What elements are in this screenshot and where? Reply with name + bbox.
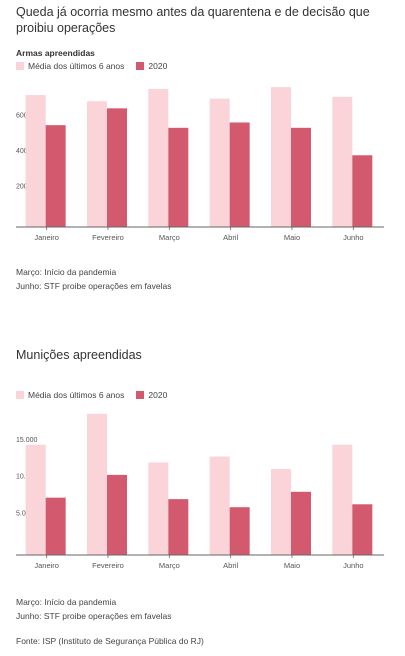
- bar-avg-março: [148, 88, 169, 227]
- y-tick-label: 600: [16, 113, 28, 120]
- bar-avg-fevereiro: [87, 101, 107, 227]
- bar-avg-janeiro: [25, 444, 46, 555]
- bar-avg-março: [148, 462, 169, 555]
- bar-avg-fevereiro: [87, 413, 107, 555]
- bar-avg-abril: [209, 98, 230, 227]
- chart2-legend: Média dos últimos 6 anos 2020: [16, 390, 179, 400]
- chart1-note-2: Junho: STF proibe operações em favelas: [16, 281, 172, 291]
- x-tick-label: Fevereiro: [92, 561, 124, 570]
- x-tick-label: Abril: [223, 561, 238, 570]
- bar-2020-junho: [352, 155, 373, 227]
- bar-2020-janeiro: [45, 497, 66, 555]
- legend-2020-swatch: [136, 62, 145, 70]
- y-tick-label: 15.000: [16, 437, 38, 444]
- chart2-plot: 5.00010.00015.000JaneiroFevereiroMarçoAb…: [16, 413, 384, 570]
- bar-2020-abril: [229, 122, 250, 227]
- chart1-plot: 200 400 600 Janeiro Fevereiro Março Abril Maio J…: [16, 87, 384, 242]
- x-tick-label: Maio: [284, 561, 300, 570]
- legend-2020-label: 2020: [148, 61, 168, 71]
- legend-2020-swatch-2: [136, 391, 145, 399]
- bar-2020-maio: [291, 491, 311, 555]
- chart2-note-2: Junho: STF proibe operações em favelas: [16, 611, 172, 621]
- x-tick-label: Junho: [343, 561, 363, 570]
- x-tick-label: Fevereiro: [92, 233, 124, 242]
- legend-avg-swatch: [16, 62, 24, 70]
- bar-2020-junho: [352, 504, 373, 555]
- legend-avg-swatch-2: [16, 391, 24, 399]
- y-tick-label: 200: [16, 184, 28, 191]
- x-tick-label: Junho: [343, 233, 363, 242]
- bar-2020-março: [168, 499, 189, 555]
- bar-avg-junho: [332, 96, 353, 227]
- chart2-title: Munições apreendidas: [16, 348, 142, 362]
- bar-2020-fevereiro: [107, 474, 127, 555]
- x-tick-label: Abril: [223, 233, 238, 242]
- bar-avg-janeiro: [25, 95, 46, 227]
- legend-avg-label-2: Média dos últimos 6 anos: [28, 390, 125, 400]
- bar-avg-abril: [209, 456, 230, 555]
- chart1-notes: Março: Início da pandemia Junho: STF pro…: [16, 265, 171, 293]
- chart2-notes: Março: Início da pandemia Junho: STF pro…: [16, 595, 171, 623]
- chart1-note-1: Março: Início da pandemia: [16, 267, 117, 277]
- headline: Queda já ocorria mesmo antes da quarente…: [16, 5, 370, 35]
- bar-avg-maio: [271, 87, 291, 227]
- bar-avg-junho: [332, 444, 353, 555]
- legend-2020-label-2: 2020: [148, 390, 168, 400]
- bar-2020-abril: [229, 507, 250, 555]
- bar-2020-janeiro: [45, 125, 66, 227]
- x-tick-label: Março: [159, 561, 180, 570]
- x-tick-label: Março: [159, 233, 180, 242]
- bar-2020-maio: [291, 127, 311, 227]
- x-tick-label: Janeiro: [34, 233, 59, 242]
- y-tick-label: 400: [16, 148, 28, 155]
- x-tick-label: Janeiro: [34, 561, 59, 570]
- legend-avg-label: Média dos últimos 6 anos: [28, 61, 125, 71]
- bar-2020-fevereiro: [107, 108, 127, 227]
- chart2-note-1: Março: Início da pandemia: [16, 597, 117, 607]
- bar-avg-maio: [271, 469, 291, 555]
- bar-2020-março: [168, 127, 189, 227]
- x-tick-label: Maio: [284, 233, 300, 242]
- chart1-title: Armas apreendidas: [16, 48, 95, 58]
- y-tick-label: 5.000: [16, 510, 34, 517]
- chart1-legend: Média dos últimos 6 anos 2020: [16, 61, 179, 71]
- source-note: Fonte: ISP (Instituto de Segurança Públi…: [16, 636, 204, 646]
